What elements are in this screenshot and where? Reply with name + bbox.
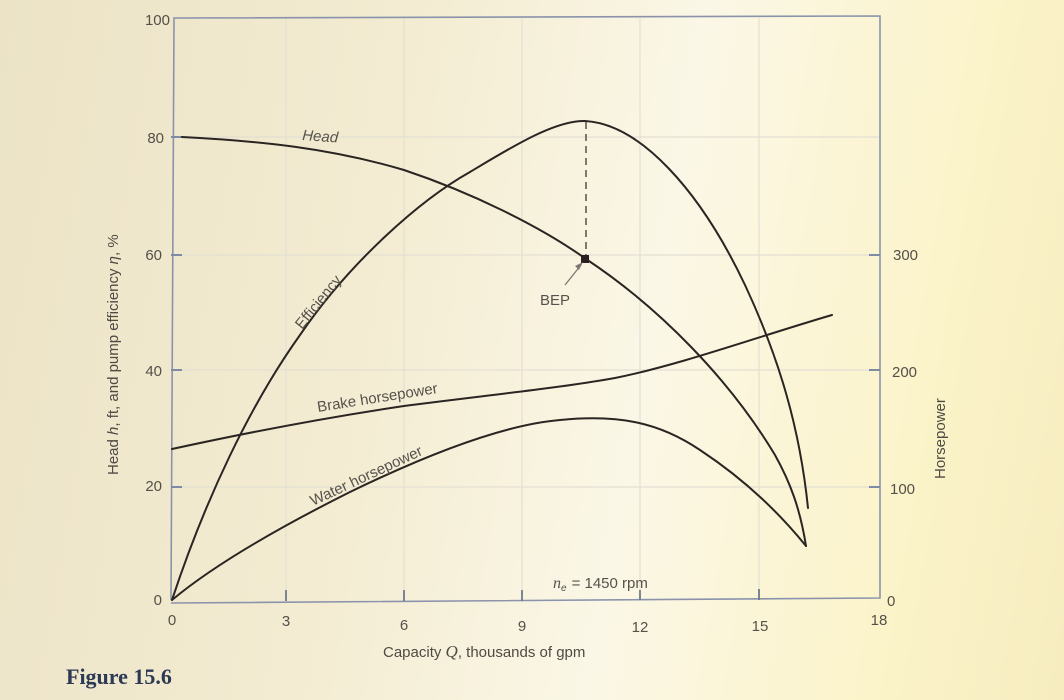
bep-marker (581, 255, 589, 263)
water-horsepower-label: Water horsepower (308, 443, 426, 510)
right-axis-ticks (869, 254, 880, 488)
speed-annotation: ne = 1450 rpm (553, 575, 648, 594)
left-tick-0: 0 (154, 592, 162, 609)
head-curve-label: Head (302, 127, 340, 147)
left-title-h: h (105, 427, 122, 435)
brake-horsepower-curve (171, 314, 833, 450)
head-curve (181, 136, 807, 547)
speed-subscript: e (561, 583, 567, 594)
left-title-part: , % (105, 234, 122, 256)
left-tick-40: 40 (145, 363, 162, 380)
left-tick-100: 100 (145, 12, 170, 29)
left-axis-labels: 0 20 40 60 80 100 (145, 12, 170, 609)
efficiency-curve (171, 119, 809, 601)
water-horsepower-curve (171, 417, 807, 601)
efficiency-curve-label: Efficiency (292, 272, 346, 333)
x-title-q: Q (446, 642, 458, 661)
x-axis-ticks (285, 589, 760, 601)
x-tick-6: 6 (400, 617, 408, 634)
left-tick-20: 20 (145, 478, 162, 495)
right-tick-200: 200 (892, 364, 917, 381)
curves (171, 119, 833, 601)
x-tick-3: 3 (282, 613, 290, 630)
left-tick-80: 80 (147, 130, 164, 147)
speed-value: = 1450 rpm (572, 575, 648, 592)
right-axis-title: Horsepower (932, 398, 949, 479)
bep-label: BEP (540, 292, 570, 309)
gridlines (171, 18, 880, 600)
right-tick-300: 300 (893, 247, 918, 264)
left-title-part: Head (105, 435, 122, 475)
left-tick-60: 60 (145, 247, 162, 264)
x-tick-12: 12 (632, 619, 649, 636)
right-axis-labels: 0 100 200 300 (887, 247, 918, 610)
left-axis-ticks (171, 136, 182, 488)
left-title-eta: η (105, 256, 122, 264)
left-axis-title: Head h, ft, and pump efficiency η, % (105, 234, 122, 475)
speed-symbol: n (553, 575, 561, 592)
x-title-part: , thousands of gpm (458, 644, 586, 661)
x-axis-title: Capacity Q, thousands of gpm (383, 642, 585, 661)
x-title-part: Capacity (383, 644, 446, 661)
x-tick-9: 9 (518, 618, 526, 635)
left-title-part: , ft, and pump efficiency (105, 264, 122, 426)
x-tick-0: 0 (168, 612, 176, 629)
x-axis-labels: 0 3 6 9 12 15 18 (168, 612, 888, 636)
figure-caption: Figure 15.6 (66, 664, 172, 689)
x-tick-18: 18 (871, 612, 888, 629)
bep-arrowhead-icon (575, 262, 583, 270)
right-tick-100: 100 (890, 481, 915, 498)
x-tick-15: 15 (752, 618, 769, 635)
right-tick-0: 0 (887, 593, 895, 610)
plot-frame (170, 15, 881, 604)
